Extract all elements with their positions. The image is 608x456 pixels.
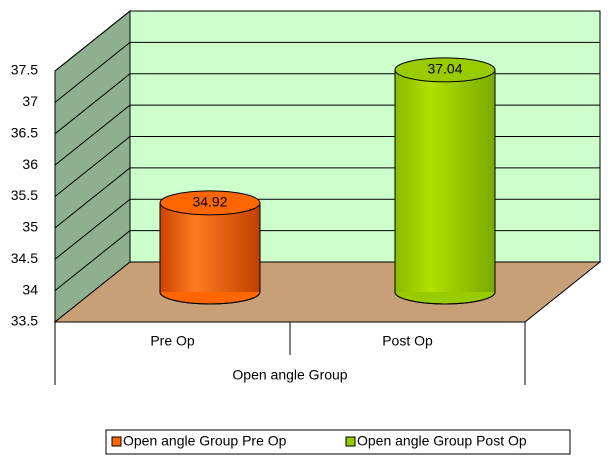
y-tick-label: 33.5: [11, 313, 38, 329]
y-tick-label: 36.5: [11, 124, 38, 140]
bar: [160, 202, 260, 292]
value-label: 34.92: [192, 194, 227, 210]
y-tick-label: 35.5: [11, 187, 38, 203]
grid-line: [54, 10, 600, 72]
y-tick-label: 34.5: [11, 250, 38, 266]
floor: [53, 261, 602, 323]
x-tick-label: Post Op: [382, 333, 433, 349]
y-tick-label: 35: [22, 219, 38, 235]
bar-outline: [394, 69, 496, 305]
value-label: 37.04: [427, 61, 462, 77]
legend-label: Open angle Group Post Op: [357, 433, 527, 449]
bar-top: [394, 57, 496, 83]
x-tick-label: Pre Op: [150, 333, 195, 349]
bar-top: [159, 190, 261, 216]
y-tick-label: 37: [22, 93, 38, 109]
legend-swatch: [345, 436, 356, 447]
y-tick-label: 37.5: [11, 62, 38, 78]
bar-outline: [159, 202, 261, 305]
legend: [105, 429, 571, 455]
x-axis-title: Open angle Group: [232, 367, 347, 383]
y-tick-label: 34: [22, 281, 38, 297]
y-tick-label: 36: [22, 156, 38, 172]
legend-label: Open angle Group Pre Op: [123, 433, 287, 449]
bar: [395, 69, 495, 293]
legend-swatch: [111, 436, 122, 447]
grid-line: [54, 41, 600, 103]
